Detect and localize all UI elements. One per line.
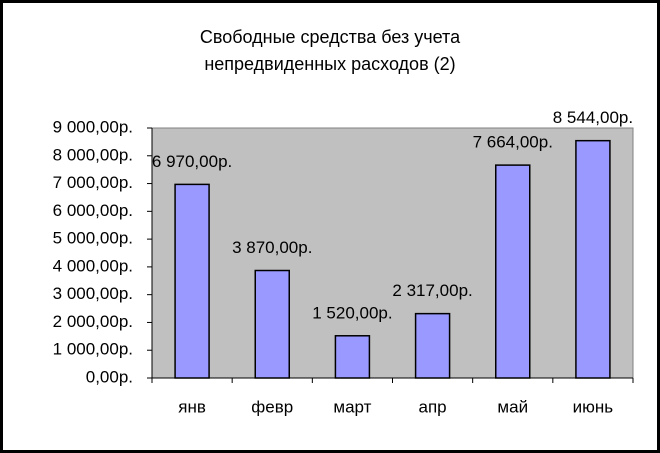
x-tick-label: янв xyxy=(178,397,206,416)
data-label: 2 317,00р. xyxy=(392,281,472,300)
y-tick-label: 0,00р. xyxy=(86,367,133,386)
y-tick-label: 6 000,00р. xyxy=(53,201,133,220)
data-label: 7 664,00р. xyxy=(473,133,553,152)
x-tick-label: февр xyxy=(251,397,293,416)
y-tick-label: 8 000,00р. xyxy=(53,145,133,164)
bar xyxy=(495,164,531,379)
bar xyxy=(334,335,371,379)
data-label: 8 544,00р. xyxy=(553,108,633,127)
data-label: 3 870,00р. xyxy=(232,238,312,257)
y-tick-label: 7 000,00р. xyxy=(53,173,133,192)
x-tick-label: март xyxy=(333,397,371,416)
bar xyxy=(575,139,611,379)
bar xyxy=(414,312,451,379)
y-tick-label: 9 000,00р. xyxy=(53,117,133,136)
x-tick-label: апр xyxy=(419,397,447,416)
y-tick-label: 1 000,00р. xyxy=(53,340,133,359)
y-tick-label: 4 000,00р. xyxy=(53,256,133,275)
bar xyxy=(254,269,290,379)
plot-area xyxy=(151,127,634,379)
y-tick-label: 5 000,00р. xyxy=(53,229,133,248)
chart-title: Свободные средства без учета непредвиден… xyxy=(199,27,461,74)
y-tick-label: 3 000,00р. xyxy=(53,284,133,303)
y-tick-label: 2 000,00р. xyxy=(53,312,133,331)
data-label: 6 970,00р. xyxy=(152,152,232,171)
data-label: 1 520,00р. xyxy=(312,303,392,322)
x-tick-label: июнь xyxy=(573,397,614,416)
bar xyxy=(174,183,210,379)
x-tick-label: май xyxy=(497,397,528,416)
